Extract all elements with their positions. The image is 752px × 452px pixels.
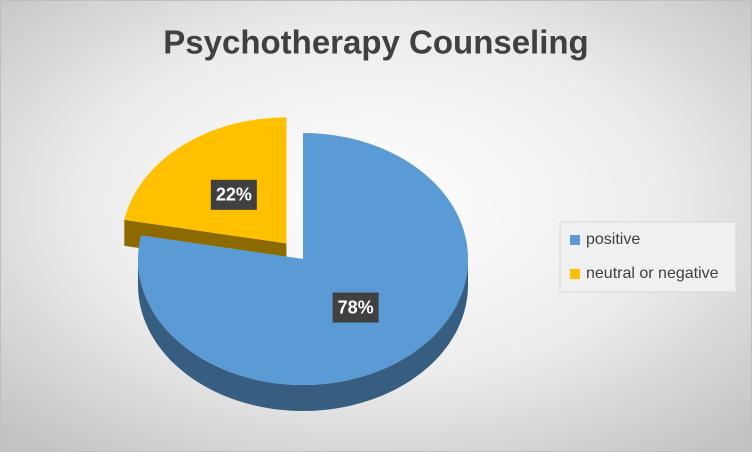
legend-label: neutral or negative: [586, 265, 719, 282]
legend-label: positive: [586, 231, 640, 248]
data-label: 22%: [216, 185, 252, 205]
chart-title: Psychotherapy Counseling: [163, 24, 588, 61]
pie-slice: [138, 133, 468, 385]
data-label-box: [210, 179, 257, 210]
legend-marker: [570, 235, 580, 245]
legend: [559, 221, 737, 293]
legend-marker: [570, 269, 580, 279]
data-label: 78%: [338, 297, 374, 317]
slice-side: [138, 259, 468, 411]
pie-slice: [124, 117, 287, 244]
data-label-box: [332, 292, 379, 323]
